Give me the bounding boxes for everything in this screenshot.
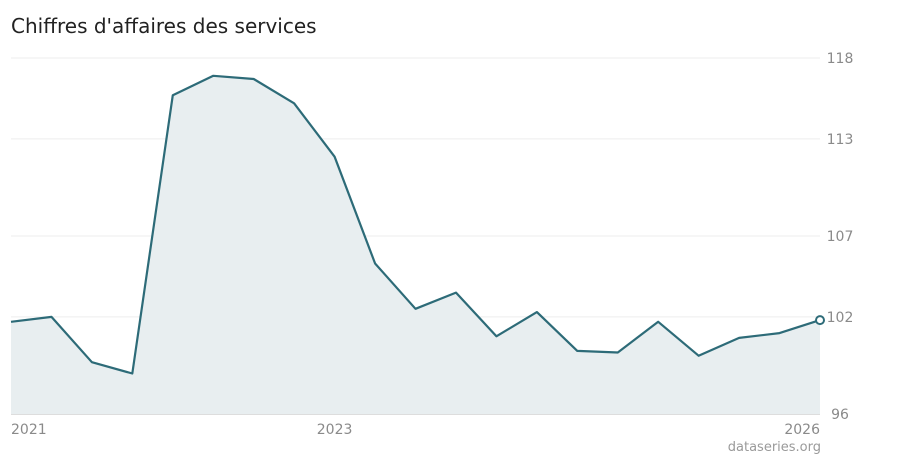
series-area [11,75,820,415]
y-tick-label: 113 [827,132,854,148]
y-axis-ticks: 118 113 107 102 96 [827,51,854,423]
y-tick-label: 118 [827,51,854,67]
y-tick-label: 96 [831,407,849,423]
data-points [815,315,825,326]
x-axis-ticks: 2021 2023 2026 [11,422,820,438]
source-credit: dataseries.org [727,440,821,455]
last-data-point [815,315,825,326]
x-tick-label: 2023 [317,422,353,438]
x-tick-label: 2026 [784,422,820,438]
y-tick-label: 107 [827,229,854,245]
y-tick-label: 102 [827,310,854,326]
series-line [10,74,821,375]
chart-title: Chiffres d'affaires des services [11,14,317,38]
x-tick-label: 2021 [11,422,47,438]
